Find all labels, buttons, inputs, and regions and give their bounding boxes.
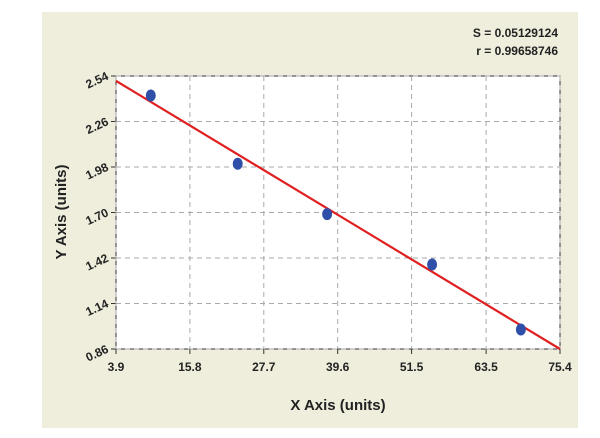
annotation: r = 0.99658746 <box>476 44 558 58</box>
x-tick-label: 63.5 <box>474 360 498 374</box>
fit-line <box>115 79 561 350</box>
annotation: S = 0.05129124 <box>473 26 558 40</box>
x-tick-label: 75.4 <box>548 360 572 374</box>
data-point <box>427 258 438 271</box>
x-tick-label: 39.6 <box>326 360 350 374</box>
x-tick-label: 27.7 <box>252 360 276 374</box>
x-tick-label: 51.5 <box>400 360 424 374</box>
x-tick-label: 15.8 <box>178 360 202 374</box>
x-axis-title: X Axis (units) <box>290 397 385 414</box>
x-tick-label: 3.9 <box>108 360 125 374</box>
data-point <box>515 323 526 336</box>
y-axis-title: Y Axis (units) <box>53 164 70 259</box>
data-point <box>232 157 243 170</box>
data-point <box>322 208 333 221</box>
data-point <box>145 89 156 102</box>
